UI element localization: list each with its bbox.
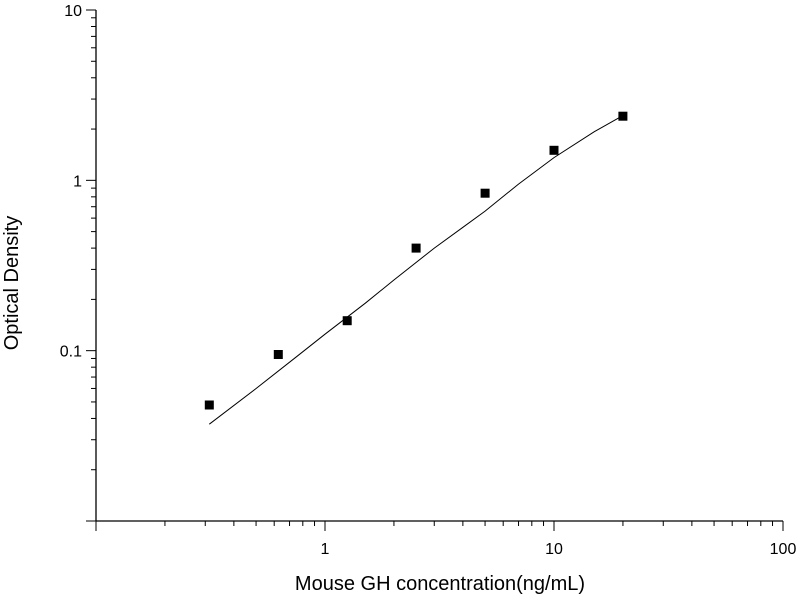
axes xyxy=(95,10,783,522)
y-tick-label: 10 xyxy=(64,3,82,20)
y-tick-label: 1 xyxy=(73,173,82,190)
x-axis-title: Mouse GH concentration(ng/mL) xyxy=(295,573,585,595)
data-point-marker xyxy=(411,243,421,253)
fit-curve-line xyxy=(208,115,624,425)
x-tick-label: 10 xyxy=(545,541,563,558)
y-tick-label: 0.1 xyxy=(60,344,82,361)
data-point-marker xyxy=(618,111,628,121)
axis-ticks xyxy=(86,9,784,531)
data-point-marker xyxy=(204,400,214,410)
x-tick-label: 100 xyxy=(770,541,797,558)
y-axis-title: Optical Density xyxy=(1,216,23,351)
data-point-marker xyxy=(549,145,559,155)
data-points xyxy=(204,111,628,410)
data-point-marker xyxy=(480,188,490,198)
data-point-marker xyxy=(342,316,352,326)
tick-labels: 1 10 100 0.1 1 10 xyxy=(60,3,797,558)
data-point-marker xyxy=(273,350,283,359)
x-tick-label: 1 xyxy=(321,541,330,558)
fit-curve-layer xyxy=(208,115,624,425)
